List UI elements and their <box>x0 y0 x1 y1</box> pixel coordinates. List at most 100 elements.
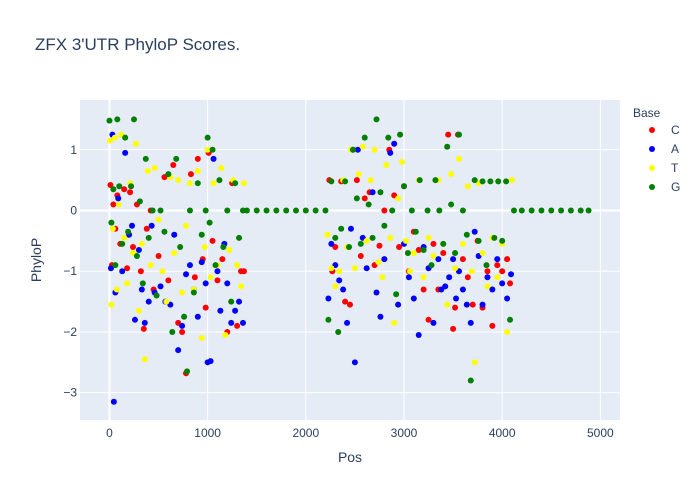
data-point <box>479 301 486 308</box>
data-point <box>119 240 126 247</box>
data-point <box>116 183 123 190</box>
data-point <box>508 271 515 278</box>
data-point <box>210 155 217 162</box>
data-point <box>263 207 270 214</box>
data-point <box>385 134 392 141</box>
data-point <box>232 180 239 187</box>
data-point <box>293 207 299 214</box>
data-point <box>467 319 474 326</box>
data-point <box>567 207 574 214</box>
series-t <box>106 131 515 366</box>
legend-marker <box>649 146 655 152</box>
data-point <box>484 283 491 290</box>
x-axis-title: Pos <box>338 449 362 465</box>
data-point <box>137 268 144 275</box>
data-point <box>353 195 360 202</box>
data-point <box>228 319 235 326</box>
data-point <box>138 286 145 293</box>
data-point <box>234 322 241 329</box>
data-point <box>484 268 491 275</box>
data-point <box>155 216 162 223</box>
data-point <box>332 234 339 241</box>
legend-item-g[interactable]: G <box>649 180 680 194</box>
data-point <box>179 322 186 329</box>
data-point <box>484 274 491 281</box>
data-point <box>430 319 437 326</box>
data-point <box>365 201 372 208</box>
data-point <box>507 316 514 323</box>
y-tick-label: −1 <box>63 264 77 278</box>
data-point <box>464 183 471 190</box>
data-point <box>424 207 431 214</box>
data-point <box>455 155 462 162</box>
data-point <box>363 265 370 272</box>
data-point <box>143 225 150 232</box>
data-point <box>468 268 475 275</box>
data-point <box>186 207 193 214</box>
y-tick-labels: −3 −2 −1 0 1 <box>63 143 77 400</box>
data-point <box>328 178 335 185</box>
series-g <box>106 116 592 384</box>
data-point <box>464 274 471 281</box>
data-point <box>397 131 404 138</box>
data-point <box>312 207 319 214</box>
y-tick-label: 0 <box>70 204 77 218</box>
data-point <box>395 301 402 308</box>
data-point <box>173 155 180 162</box>
data-point <box>387 149 394 156</box>
data-point <box>135 307 142 314</box>
data-point <box>228 298 235 305</box>
data-point <box>179 328 186 335</box>
legend-item-c[interactable]: C <box>649 123 680 137</box>
data-point <box>499 237 506 244</box>
data-point <box>483 262 490 269</box>
data-point <box>444 301 451 308</box>
data-point <box>202 304 209 311</box>
data-point <box>452 265 459 272</box>
data-point <box>236 234 243 241</box>
data-point <box>395 195 402 202</box>
data-point <box>175 177 182 184</box>
data-point <box>212 262 219 269</box>
data-point <box>387 234 394 241</box>
data-point <box>379 274 386 281</box>
y-tick-label: −2 <box>63 325 77 339</box>
data-point <box>347 225 354 232</box>
legend-marker <box>649 127 655 133</box>
data-point <box>217 307 224 314</box>
data-point <box>171 250 178 257</box>
data-point <box>253 207 260 214</box>
data-point <box>129 222 136 229</box>
data-point <box>548 207 555 214</box>
data-point <box>232 307 239 314</box>
data-point <box>131 316 138 323</box>
legend-item-a[interactable]: A <box>649 142 679 156</box>
legend-item-t[interactable]: T <box>649 161 679 175</box>
data-point <box>354 146 361 153</box>
data-point <box>342 178 349 185</box>
data-point <box>503 178 510 185</box>
x-tick-label: 0 <box>106 426 113 440</box>
data-point <box>114 116 121 123</box>
data-point <box>450 325 457 332</box>
data-point <box>351 359 358 366</box>
data-point <box>373 289 380 296</box>
data-point <box>391 140 398 147</box>
data-point <box>455 131 462 138</box>
data-point <box>106 137 113 144</box>
data-point <box>355 171 362 178</box>
data-point <box>463 301 470 308</box>
data-point <box>489 322 496 329</box>
data-point <box>151 165 158 172</box>
data-point <box>108 219 115 226</box>
data-point <box>128 183 135 190</box>
data-point <box>444 143 451 150</box>
data-point <box>111 134 118 141</box>
data-point <box>110 186 117 193</box>
data-point <box>363 237 370 244</box>
data-point <box>125 228 132 235</box>
data-point <box>198 231 205 238</box>
data-point <box>147 262 154 269</box>
data-point <box>353 177 360 184</box>
data-point <box>206 219 213 226</box>
